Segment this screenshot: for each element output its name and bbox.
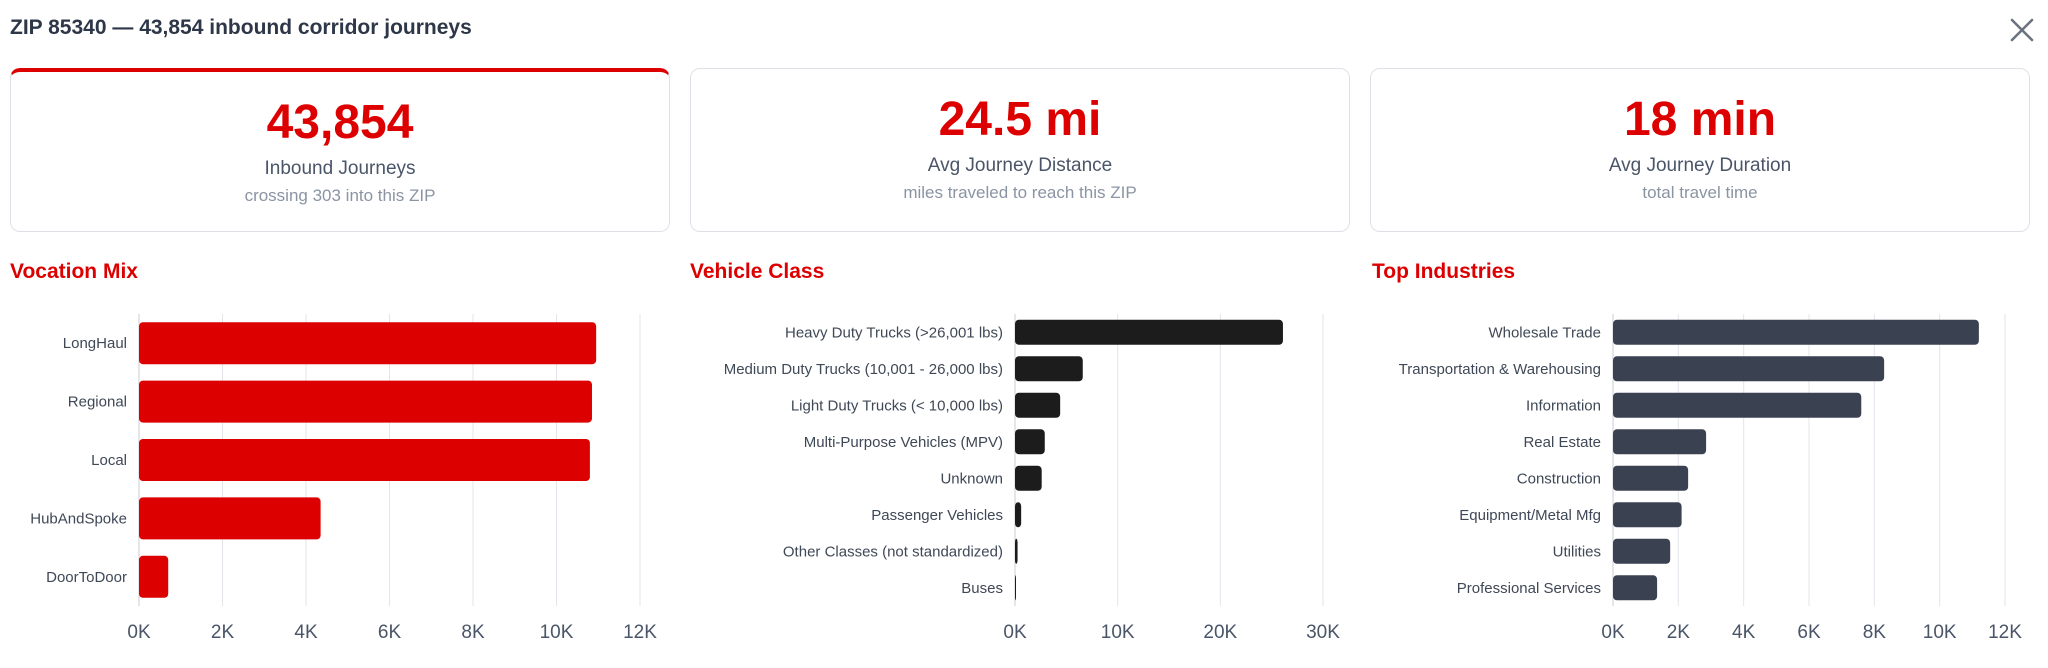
x-tick-label: 4K [294, 622, 318, 643]
kpi-value: 18 min [1623, 93, 1777, 146]
vehicle-category-label: Unknown [940, 470, 1003, 487]
industry-bar[interactable] [1613, 575, 1658, 601]
industry-category-label: Professional Services [1457, 580, 1601, 597]
x-tick-label: 20K [1203, 622, 1237, 643]
x-tick-label: 12K [1988, 622, 2022, 643]
industry-bar[interactable] [1613, 319, 1979, 345]
kpi-card-duration: 18 min Avg Journey Duration total travel… [1370, 68, 2030, 232]
vehicle-category-label: Heavy Duty Trucks (>26,001 lbs) [785, 324, 1003, 341]
x-tick-label: 6K [1797, 622, 1821, 643]
vocation-bar[interactable] [139, 380, 592, 423]
kpi-sub: crossing 303 into this ZIP [244, 186, 436, 206]
vocation-category-label: Local [91, 452, 127, 469]
vocation-bar[interactable] [139, 322, 597, 365]
kpi-card-journeys: 43,854 Inbound Journeys crossing 303 int… [10, 68, 670, 232]
x-tick-label: 10K [1923, 622, 1957, 643]
industry-bar[interactable] [1613, 538, 1671, 564]
vehicle-bar[interactable] [1015, 392, 1061, 418]
x-tick-label: 10K [540, 622, 574, 643]
vocation-bar[interactable] [139, 439, 590, 481]
vehicle-class-chart: 0K 10K 20K 30K Heavy Duty Trucks (>26,001 lb… [724, 314, 1340, 643]
page-title: ZIP 85340 — 43,854 inbound corridor jour… [10, 16, 472, 39]
close-icon[interactable] [2002, 10, 2042, 50]
vehicle-bar[interactable] [1015, 502, 1022, 528]
chart-title-vocation: Vocation Mix [10, 260, 138, 283]
vehicle-category-label: Passenger Vehicles [871, 507, 1003, 524]
industry-bar[interactable] [1613, 392, 1862, 418]
vehicle-bar[interactable] [1015, 319, 1283, 345]
industry-category-label: Equipment/Metal Mfg [1459, 507, 1601, 524]
vehicle-bar[interactable] [1015, 538, 1018, 564]
x-tick-label: 6K [378, 622, 402, 643]
top-industries-chart: 0K 2K 4K 6K 8K 10K 12K Wholesale Trade Transport… [1399, 314, 2022, 643]
vocation-bar[interactable] [139, 497, 321, 540]
x-tick-label: 4K [1732, 622, 1756, 643]
kpi-label: Inbound Journeys [264, 158, 416, 180]
kpi-label: Avg Journey Distance [927, 155, 1113, 177]
kpi-label: Avg Journey Duration [1608, 155, 1792, 177]
vehicle-category-label: Multi-Purpose Vehicles (MPV) [804, 434, 1003, 451]
industry-bar[interactable] [1613, 502, 1682, 528]
industry-category-label: Utilities [1553, 543, 1601, 560]
kpi-value: 43,854 [266, 96, 414, 149]
vehicle-bar[interactable] [1015, 465, 1042, 491]
vehicle-bar[interactable] [1015, 356, 1083, 382]
x-tick-label: 8K [1863, 622, 1887, 643]
vehicle-category-label: Medium Duty Trucks (10,001 - 26,000 lbs) [724, 361, 1003, 378]
industry-category-label: Transportation & Warehousing [1399, 361, 1601, 378]
vocation-category-label: Regional [68, 394, 127, 411]
kpi-value: 24.5 mi [938, 93, 1102, 146]
vehicle-category-label: Buses [961, 580, 1003, 597]
vocation-category-label: DoorToDoor [46, 569, 127, 586]
industry-bar[interactable] [1613, 465, 1689, 491]
x-tick-label: 8K [461, 622, 485, 643]
kpi-sub: total travel time [1642, 183, 1758, 203]
vehicle-category-label: Light Duty Trucks (< 10,000 lbs) [791, 397, 1003, 414]
chart-title-industries: Top Industries [1372, 260, 1516, 283]
vehicle-bar[interactable] [1015, 575, 1016, 601]
kpi-sub: miles traveled to reach this ZIP [903, 183, 1137, 203]
industry-category-label: Wholesale Trade [1488, 324, 1601, 341]
x-tick-label: 0K [127, 622, 151, 643]
x-tick-label: 0K [1003, 622, 1027, 643]
x-tick-label: 2K [1667, 622, 1691, 643]
x-tick-label: 0K [1601, 622, 1625, 643]
industry-bar[interactable] [1613, 356, 1885, 382]
x-tick-label: 2K [211, 622, 235, 643]
industry-category-label: Construction [1517, 470, 1601, 487]
vocation-bar[interactable] [139, 555, 169, 598]
vocation-mix-chart: 0K 2K 4K 6K 8K 10K 12K LongHaul Regional Local Hub… [30, 314, 657, 643]
industry-category-label: Information [1526, 397, 1601, 414]
chart-title-vehicle: Vehicle Class [690, 260, 825, 283]
industry-bar[interactable] [1613, 429, 1707, 455]
vehicle-bar[interactable] [1015, 429, 1045, 455]
kpi-card-distance: 24.5 mi Avg Journey Distance miles trave… [690, 68, 1350, 232]
vehicle-category-label: Other Classes (not standardized) [783, 543, 1003, 560]
industry-category-label: Real Estate [1523, 434, 1601, 451]
x-tick-label: 30K [1306, 622, 1340, 643]
x-tick-label: 10K [1101, 622, 1135, 643]
vocation-category-label: HubAndSpoke [30, 510, 127, 527]
vocation-category-label: LongHaul [63, 335, 127, 352]
x-tick-label: 12K [623, 622, 657, 643]
